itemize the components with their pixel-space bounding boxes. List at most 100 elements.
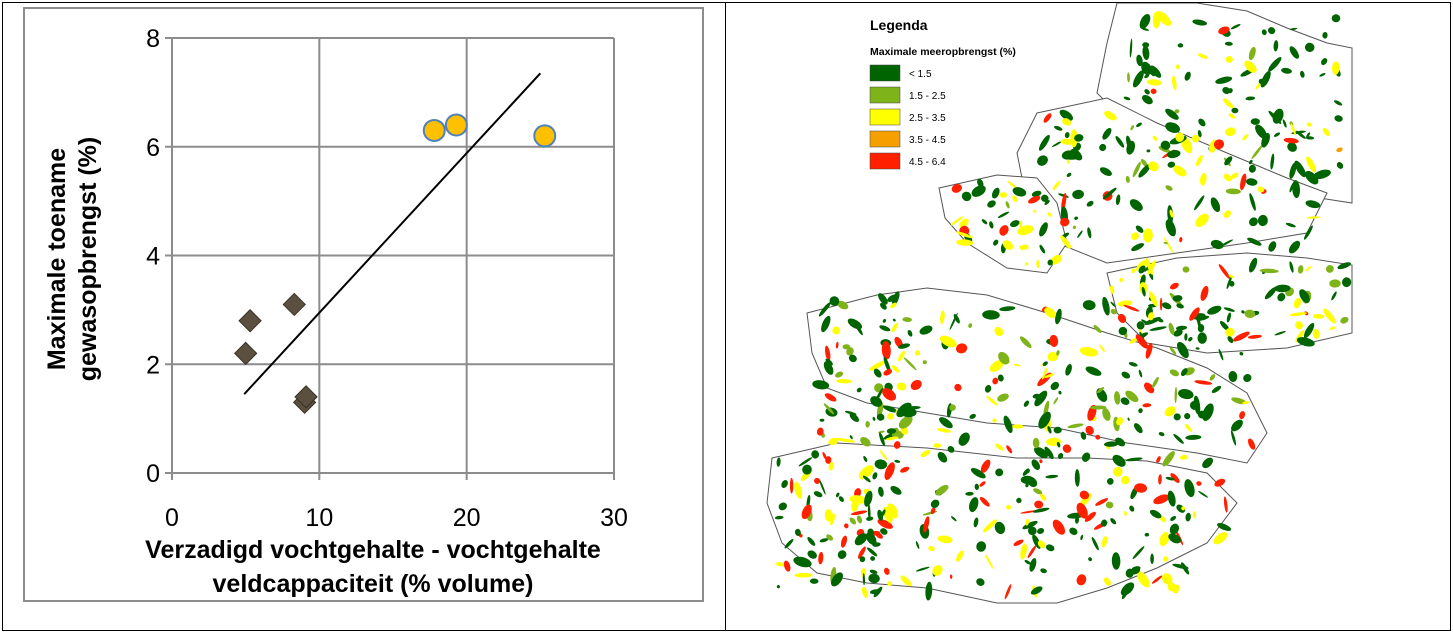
map-patch [865,532,877,545]
map-patch [1249,193,1256,211]
map-patch [824,393,837,402]
map-patch [819,538,829,543]
map-patch [1169,346,1177,355]
map-patch [1119,277,1124,283]
map-patch [1132,546,1145,560]
map-patch [1270,153,1275,170]
map-patch [1054,125,1063,131]
map-patch [1130,125,1135,131]
map-patch [870,396,883,407]
map-patch [1074,216,1079,220]
map-patch [1123,96,1131,101]
map-patch [1175,325,1188,331]
map-patch [1184,423,1193,432]
map-patch [812,380,830,390]
map-patch [867,504,871,520]
map-patch [1251,145,1263,160]
map-patch [778,502,787,511]
map-patch [956,239,974,246]
map-patch [1087,227,1092,239]
map-patch [937,452,948,463]
map-patch [1160,140,1171,150]
map-patch [1102,407,1111,421]
map-patch [1088,557,1093,562]
map-patch [1136,122,1142,128]
map-patch [1306,132,1311,138]
map-patch [1142,45,1150,60]
map-patch [1127,72,1130,83]
map-patch [864,490,873,507]
map-patch [1184,479,1195,498]
map-patch [1195,213,1209,227]
legend-title: Legenda [870,17,928,33]
map-patch [1185,512,1191,522]
map-patch [900,466,910,473]
map-patch [1255,124,1267,139]
map-patch [878,293,888,305]
map-patch [1225,327,1235,337]
map-patch [1304,42,1315,53]
map-patch [1241,310,1245,314]
map-patch [1129,38,1133,58]
map-patch [1146,149,1151,153]
map-patch [1260,70,1271,88]
map-patch [965,491,974,496]
map-patch [784,538,794,549]
map-patch [860,436,871,447]
map-patch [1128,362,1138,367]
map-patch [1138,369,1143,378]
map-patch [1047,351,1059,362]
map-patch [1240,173,1247,191]
map-patch [1156,456,1161,463]
map-patch [1060,217,1070,227]
map-patch [801,504,812,520]
map-patch [1131,243,1145,252]
map-patch [1261,29,1267,36]
map-patch [794,481,803,499]
map-patch [1247,334,1262,339]
map-patch [860,568,866,577]
map-patch [1134,483,1148,493]
map-patch [1019,336,1032,349]
map-patch [1091,537,1099,551]
map-patch [1033,488,1043,495]
map-patch [840,535,848,548]
scatter-chart-svg: 0 2 4 6 8 0 10 20 30 Maximale toename gewasopbr… [43,25,628,598]
zeeland-yield-map: Legenda Maximale meeropbrengst (%) < 1.5… [766,2,1353,604]
map-patch [775,562,785,567]
map-patch [1290,122,1297,136]
map-patch [873,368,882,378]
left-table-cell: 0 2 4 6 8 0 10 20 30 Maximale toename gewasopbr… [2,2,726,631]
map-patch [1333,100,1343,106]
map-patch [774,515,784,520]
map-patch [1158,432,1165,437]
map-patch [971,185,986,197]
map-patch [949,574,953,579]
map-patch [1334,115,1343,122]
map-patch [836,492,840,498]
map-patch [1198,118,1206,127]
map-patch [976,578,985,586]
map-patch [821,315,831,333]
map-patch [831,572,843,587]
map-patch [925,581,933,601]
map-patch [823,403,835,415]
map-patch [1174,109,1180,114]
map-patch [1329,326,1337,330]
circle-point [444,113,468,137]
map-patch [868,573,880,584]
map-patch [994,327,1004,337]
map-patch [1277,293,1286,302]
map-patch [1305,136,1315,140]
map-patch [1024,560,1032,565]
map-patch [1038,134,1050,151]
x-tick-label: 30 [600,504,628,532]
map-patch [1231,172,1239,179]
map-patch [1029,558,1037,572]
map-patch [1297,265,1304,274]
map-patch [1243,373,1252,383]
map-patch [1141,319,1149,325]
map-patch [1114,391,1121,405]
circle-point [422,118,446,142]
map-patch [989,221,994,229]
